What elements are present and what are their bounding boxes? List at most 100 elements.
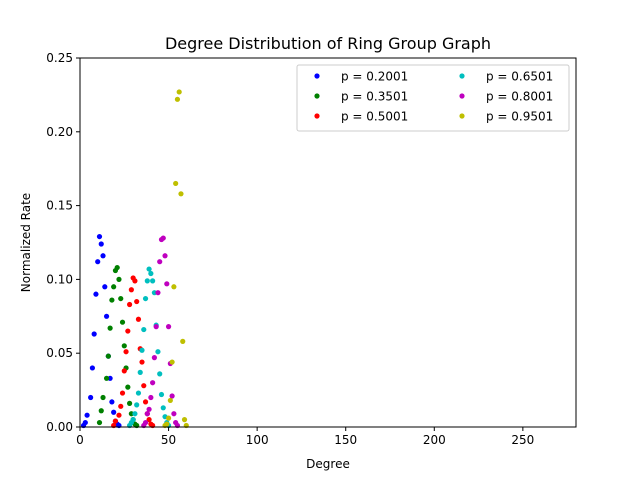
- data-point-series-1: [111, 409, 117, 415]
- data-point-series-4: [130, 417, 136, 423]
- data-point-series-3: [134, 298, 140, 305]
- data-points: [80, 89, 189, 429]
- data-point-series-2: [111, 284, 117, 290]
- data-point-series-4: [132, 411, 138, 417]
- y-tick-label: 0.20: [46, 125, 73, 139]
- y-tick-label: 0.00: [46, 420, 73, 434]
- data-point-series-2: [96, 419, 103, 426]
- legend-label: p = 0.9501: [486, 110, 553, 124]
- data-point-series-6: [164, 421, 170, 427]
- data-point-series-5: [150, 380, 156, 386]
- data-point-series-4: [155, 349, 161, 355]
- data-point-series-1: [100, 253, 106, 259]
- data-point-series-6: [167, 397, 173, 404]
- data-point-series-5: [171, 411, 177, 417]
- data-point-series-6: [174, 96, 181, 102]
- x-axis-label: Degree: [306, 457, 350, 471]
- data-point-series-5: [148, 394, 154, 401]
- data-point-series-3: [119, 390, 126, 396]
- legend-label: p = 0.5001: [341, 110, 408, 124]
- data-point-series-2: [103, 375, 110, 381]
- data-point-series-5: [162, 253, 168, 259]
- data-point-series-5: [146, 406, 152, 412]
- data-point-series-5: [164, 281, 170, 287]
- data-point-series-3: [128, 287, 134, 293]
- data-point-series-4: [137, 369, 143, 375]
- data-point-series-6: [173, 180, 179, 187]
- legend-marker: [459, 73, 465, 79]
- data-point-series-2: [118, 295, 124, 302]
- chart-title: Degree Distribution of Ring Group Graph: [165, 34, 491, 53]
- data-point-series-2: [100, 394, 106, 401]
- y-tick-label: 0.05: [46, 346, 73, 360]
- data-point-series-4: [146, 266, 152, 272]
- data-point-series-1: [102, 284, 108, 290]
- data-point-series-6: [178, 191, 184, 197]
- legend-marker: [314, 93, 320, 99]
- data-point-series-6: [171, 284, 177, 290]
- legend-label: p = 0.3501: [341, 90, 408, 104]
- data-point-series-6: [176, 89, 182, 95]
- data-point-series-3: [112, 418, 119, 424]
- legend-label: p = 0.8001: [486, 90, 553, 104]
- data-point-series-1: [89, 365, 95, 371]
- data-point-series-5: [153, 324, 159, 330]
- legend-label: p = 0.6501: [486, 70, 553, 84]
- data-point-series-5: [142, 419, 149, 426]
- data-point-series-2: [119, 319, 126, 325]
- data-point-series-3: [116, 412, 122, 418]
- legend-marker: [459, 113, 465, 119]
- data-point-series-2: [109, 297, 115, 303]
- y-axis-label: Normalized Rate: [19, 193, 33, 292]
- data-point-series-6: [169, 359, 175, 365]
- x-tick-label: 100: [246, 433, 269, 447]
- x-tick-label: 200: [423, 433, 446, 447]
- axes: [79, 57, 577, 428]
- data-point-series-5: [157, 259, 163, 265]
- data-point-series-1: [95, 259, 101, 265]
- data-point-series-4: [148, 270, 154, 277]
- legend: p = 0.2001 p = 0.3501 p = 0.5001 p = 0.6501…: [296, 64, 570, 132]
- data-point-series-6: [181, 417, 188, 423]
- legend-box: [296, 64, 570, 132]
- data-point-series-1: [103, 313, 110, 319]
- data-point-series-2: [107, 325, 113, 331]
- legend-marker: [459, 93, 465, 99]
- y-tick-label: 0.15: [46, 199, 73, 213]
- data-point-series-2: [125, 384, 131, 390]
- data-point-series-1: [82, 419, 88, 426]
- data-point-series-5: [169, 393, 175, 399]
- data-point-series-3: [127, 301, 133, 308]
- data-point-series-1: [96, 233, 103, 240]
- data-point-series-2: [114, 264, 120, 271]
- data-point-series-2: [121, 343, 127, 349]
- data-point-series-4: [150, 278, 156, 284]
- x-tick-label: 0: [76, 433, 84, 447]
- x-tick-label: 50: [161, 433, 176, 447]
- data-point-series-2: [127, 400, 133, 406]
- y-axis-ticks: 0.00 0.05 0.10 0.15 0.20 0.25: [46, 51, 80, 434]
- data-point-series-6: [180, 338, 186, 344]
- data-point-series-4: [157, 371, 163, 377]
- data-point-series-3: [142, 399, 149, 405]
- data-point-series-4: [139, 347, 145, 353]
- data-point-series-4: [135, 390, 142, 396]
- data-point-series-3: [132, 278, 138, 284]
- legend-marker: [314, 113, 320, 119]
- x-tick-label: 250: [511, 433, 534, 447]
- data-point-series-3: [141, 383, 147, 389]
- x-axis-ticks: 0 50 100 150 200 250: [76, 427, 534, 447]
- data-point-series-1: [93, 291, 99, 297]
- data-point-series-3: [121, 368, 127, 374]
- y-tick-label: 0.10: [46, 272, 73, 286]
- data-point-series-5: [160, 235, 166, 241]
- data-point-series-4: [134, 402, 140, 408]
- data-point-series-3: [146, 417, 152, 423]
- data-point-series-1: [84, 412, 90, 418]
- data-point-series-3: [125, 328, 131, 334]
- data-point-series-1: [98, 241, 104, 247]
- data-point-series-4: [142, 295, 149, 302]
- data-point-series-2: [98, 408, 104, 414]
- data-point-series-5: [165, 324, 172, 330]
- x-tick-label: 150: [334, 433, 357, 447]
